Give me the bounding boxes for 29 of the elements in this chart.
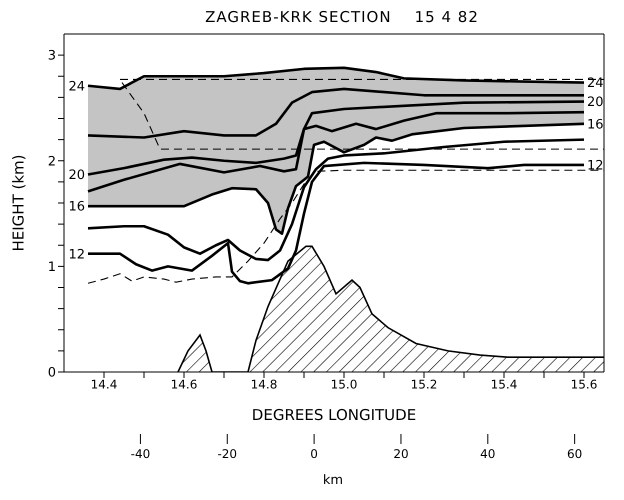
x2-tick-label: -20 <box>217 447 238 461</box>
text: 20 <box>587 95 604 110</box>
text: 24 <box>587 76 604 92</box>
text: 15.0 <box>330 378 358 392</box>
text: 12 <box>587 158 604 174</box>
x-tick-label: 15.2 <box>410 378 438 392</box>
chart-title: ZAGREB-KRK SECTION 15 4 82 <box>204 8 480 28</box>
y-axis-title: HEIGHT (km) <box>9 154 28 252</box>
x2-tick-label: -40 <box>130 447 150 461</box>
x-axis-title: DEGREES LONGITUDE <box>252 406 416 424</box>
legend-label: 24 <box>68 79 85 94</box>
legend-label: 20 <box>68 168 85 184</box>
x2-tick-label: 0 <box>310 447 318 461</box>
x-tick-label: 14.4 <box>90 378 118 392</box>
legend-label: 12 <box>68 247 85 262</box>
y-tick-label: 0 <box>48 366 56 381</box>
x2-axis-title: km <box>322 473 344 488</box>
x2-tick-label: 40 <box>480 447 496 461</box>
x-tick-label: 15.6 <box>570 378 598 392</box>
x2-tick-label: 20 <box>393 447 409 461</box>
x-tick-label: 15.4 <box>490 378 518 392</box>
x-tick-label: 14.6 <box>170 378 198 392</box>
legend-label: 16 <box>68 200 85 215</box>
x-tick-label: 14.8 <box>250 378 278 392</box>
y-tick-label: 2 <box>48 154 56 170</box>
x2-tick-label: 60 <box>567 447 582 461</box>
text: 16 <box>587 117 604 132</box>
y-tick-label: 1 <box>48 260 56 275</box>
y-tick-label: 3 <box>48 48 56 64</box>
